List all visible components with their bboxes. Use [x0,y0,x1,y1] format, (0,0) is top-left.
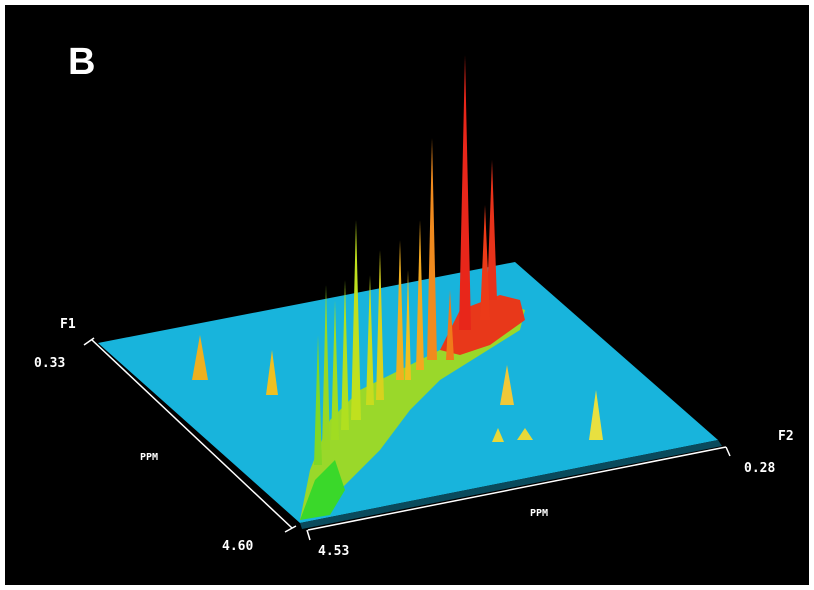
f2-name: F2 [778,429,794,444]
f1-start: 0.33 [34,356,65,371]
f1-name: F1 [60,317,76,332]
f2-start: 4.53 [318,544,349,559]
f2-end: 0.28 [744,461,775,476]
f1-unit: PPM [140,452,158,463]
f1-end: 4.60 [222,539,253,554]
panel-label: B [68,41,95,83]
figure: B F1 0.33 PPM 4.60 4.53 PPM F2 0.28 [0,0,814,590]
f2-unit: PPM [530,508,548,519]
